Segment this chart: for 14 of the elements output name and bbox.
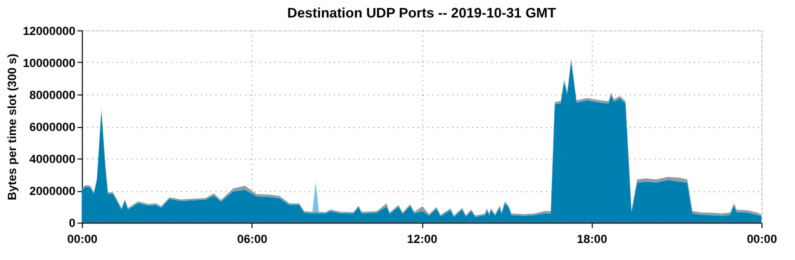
chart-title: Destination UDP Ports -- 2019-10-31 GMT	[287, 5, 557, 20]
x-tick-label: 00:00	[67, 232, 98, 246]
y-tick-label: 4000000	[29, 152, 76, 166]
y-axis-title: Bytes per time slot (300 s)	[4, 54, 19, 200]
y-tick-label: 12000000	[22, 24, 76, 38]
y-tick-label: 2000000	[29, 184, 76, 198]
x-tick-label: 00:00	[746, 232, 778, 246]
y-tick-label: 6000000	[29, 120, 76, 134]
y-tick-label: 0	[68, 216, 76, 230]
x-tick-label: 06:00	[237, 232, 268, 246]
x-tick-label: 18:00	[576, 232, 608, 246]
y-tick-label: 10000000	[22, 56, 76, 70]
y-tick-label: 8000000	[29, 88, 76, 102]
x-tick-label: 12:00	[407, 232, 438, 246]
